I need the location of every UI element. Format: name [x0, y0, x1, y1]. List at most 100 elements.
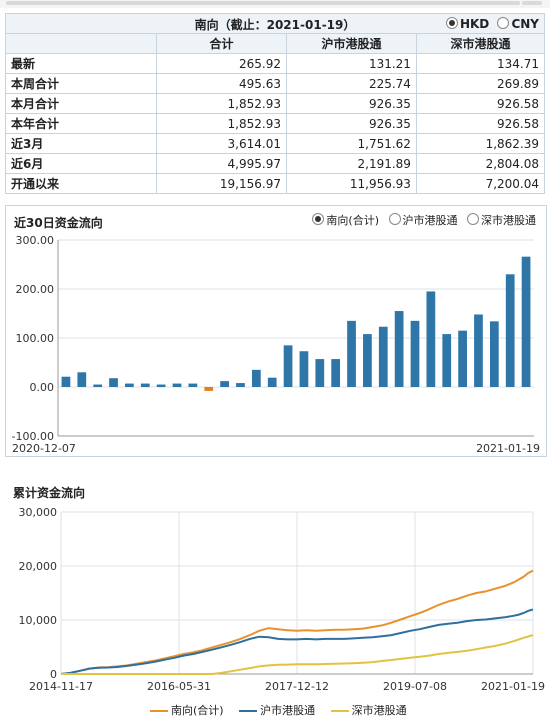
- bar: [299, 351, 309, 387]
- daily-flow-title: 近30日资金流向: [14, 216, 103, 230]
- row-value: 926.35: [285, 113, 417, 134]
- bar: [474, 314, 483, 387]
- row-value: 19,156.97: [156, 173, 287, 194]
- row-label: 近3月: [5, 133, 157, 154]
- bar: [267, 377, 277, 387]
- legend-item-total: 南向(合计): [150, 704, 224, 717]
- summary-row: 近3月 3,614.01 1,751.62 1,862.39: [5, 133, 546, 154]
- summary-title-cell: 南向（截止：2021-01-19） HKD CNY: [5, 13, 545, 34]
- bar: [172, 383, 182, 387]
- x-tick-label: 2014-11-17: [29, 680, 93, 693]
- row-value: 1,852.93: [156, 93, 287, 114]
- summary-table: 南向（截止：2021-01-19） HKD CNY 合计 沪市港股通 深市港股通…: [5, 13, 546, 194]
- radio-off-icon: [388, 213, 401, 225]
- bar: [77, 372, 87, 387]
- cumulative-flow-title: 累计资金流向: [13, 486, 86, 500]
- row-value: 2,804.08: [415, 153, 546, 174]
- cumulative-flow-panel: 累计资金流向 30,000 20,000 10,000 0 2014-11-17 2016…: [5, 478, 545, 716]
- x-tick-label: 2017-12-12: [265, 680, 329, 693]
- daily-flow-series-selector: 南向(合计) 沪市港股通 深市港股通: [306, 212, 536, 228]
- bar: [204, 387, 214, 391]
- radio-on-icon: [312, 213, 325, 225]
- series-option-sz[interactable]: 深市港股通: [467, 213, 536, 227]
- row-value: 11,956.93: [285, 173, 417, 194]
- y-tick-label: 10,000: [19, 614, 58, 627]
- row-value: 1,852.93: [156, 113, 287, 134]
- bar: [426, 291, 436, 387]
- bar: [347, 320, 356, 387]
- y-tick-label: 30,000: [19, 506, 58, 519]
- bar: [93, 384, 103, 387]
- summary-row: 本月合计 1,852.93 926.35 926.58: [5, 93, 546, 114]
- row-value: 225.74: [285, 73, 417, 94]
- radio-off-icon: [467, 213, 479, 225]
- summary-row: 近6月 4,995.97 2,191.89 2,804.08: [5, 153, 546, 174]
- bar: [505, 274, 515, 387]
- radio-off-icon: [497, 16, 510, 29]
- series-option-total[interactable]: 南向(合计): [312, 213, 379, 227]
- bar: [315, 359, 325, 387]
- bar: [140, 383, 150, 387]
- row-value: 3,614.01: [156, 133, 287, 154]
- bar: [363, 334, 372, 387]
- row-label: 本周合计: [5, 73, 157, 94]
- daily-flow-panel: 近30日资金流向 南向(合计) 沪市港股通 深市港股通 300.00 200.00…: [5, 205, 547, 457]
- bar: [442, 334, 452, 387]
- series-line: [60, 608, 534, 675]
- bar: [458, 330, 467, 387]
- y-tick-label: 300.00: [16, 234, 55, 247]
- column-header-sz: 深市港股通: [415, 33, 546, 54]
- legend-item-sh: 沪市港股通: [239, 704, 315, 717]
- bar: [188, 383, 198, 387]
- top-strip: [0, 0, 550, 8]
- bar: [156, 384, 166, 387]
- summary-corner-cell: [5, 33, 157, 54]
- bar: [283, 345, 293, 387]
- row-value: 134.71: [415, 53, 546, 74]
- bar: [378, 326, 388, 387]
- legend-swatch: [150, 710, 168, 712]
- bar: [109, 378, 118, 387]
- row-value: 265.92: [156, 53, 287, 74]
- column-header-sh: 沪市港股通: [285, 33, 417, 54]
- currency-hkd-option[interactable]: HKD: [445, 16, 489, 31]
- summary-row: 本周合计 495.63 225.74 269.89: [5, 73, 546, 94]
- row-value: 495.63: [156, 73, 287, 94]
- row-value: 4,995.97: [156, 153, 287, 174]
- row-value: 926.58: [415, 113, 546, 134]
- legend-swatch: [330, 710, 349, 712]
- x-tick-label: 2020-12-07: [12, 442, 76, 455]
- summary-row: 本年合计 1,852.93 926.35 926.58: [5, 113, 546, 134]
- currency-cny-option[interactable]: CNY: [497, 16, 539, 31]
- bar: [489, 321, 499, 387]
- y-tick-label: 200.00: [16, 283, 55, 296]
- row-value: 1,862.39: [415, 133, 546, 154]
- bar: [394, 311, 404, 387]
- x-tick-label: 2016-05-31: [147, 680, 211, 693]
- series-option-sh[interactable]: 沪市港股通: [388, 213, 458, 227]
- row-label: 开通以来: [5, 173, 157, 194]
- row-value: 926.58: [415, 93, 546, 114]
- y-tick-label: 0.00: [30, 381, 55, 394]
- summary-title: 南向（截止：2021-01-19）: [194, 18, 356, 32]
- row-label: 近6月: [5, 153, 157, 174]
- y-tick-label: 100.00: [16, 332, 55, 345]
- series-line: [61, 634, 534, 675]
- row-label: 本年合计: [5, 113, 157, 134]
- y-tick-label: 20,000: [19, 560, 58, 573]
- row-value: 131.21: [285, 53, 417, 74]
- row-value: 7,200.04: [415, 173, 546, 194]
- cumulative-legend: 南向(合计) 沪市港股通 深市港股通: [150, 702, 419, 718]
- bar: [331, 359, 341, 387]
- legend-item-sz: 深市港股通: [330, 704, 407, 717]
- bar: [410, 320, 420, 387]
- summary-columns-row: 合计 沪市港股通 深市港股通: [5, 33, 546, 54]
- bar: [521, 256, 531, 387]
- series-line: [60, 569, 534, 675]
- row-value: 269.89: [415, 73, 546, 94]
- x-tick-label: 2019-07-08: [383, 680, 447, 693]
- column-header-total: 合计: [156, 33, 287, 54]
- radio-on-icon: [445, 16, 458, 29]
